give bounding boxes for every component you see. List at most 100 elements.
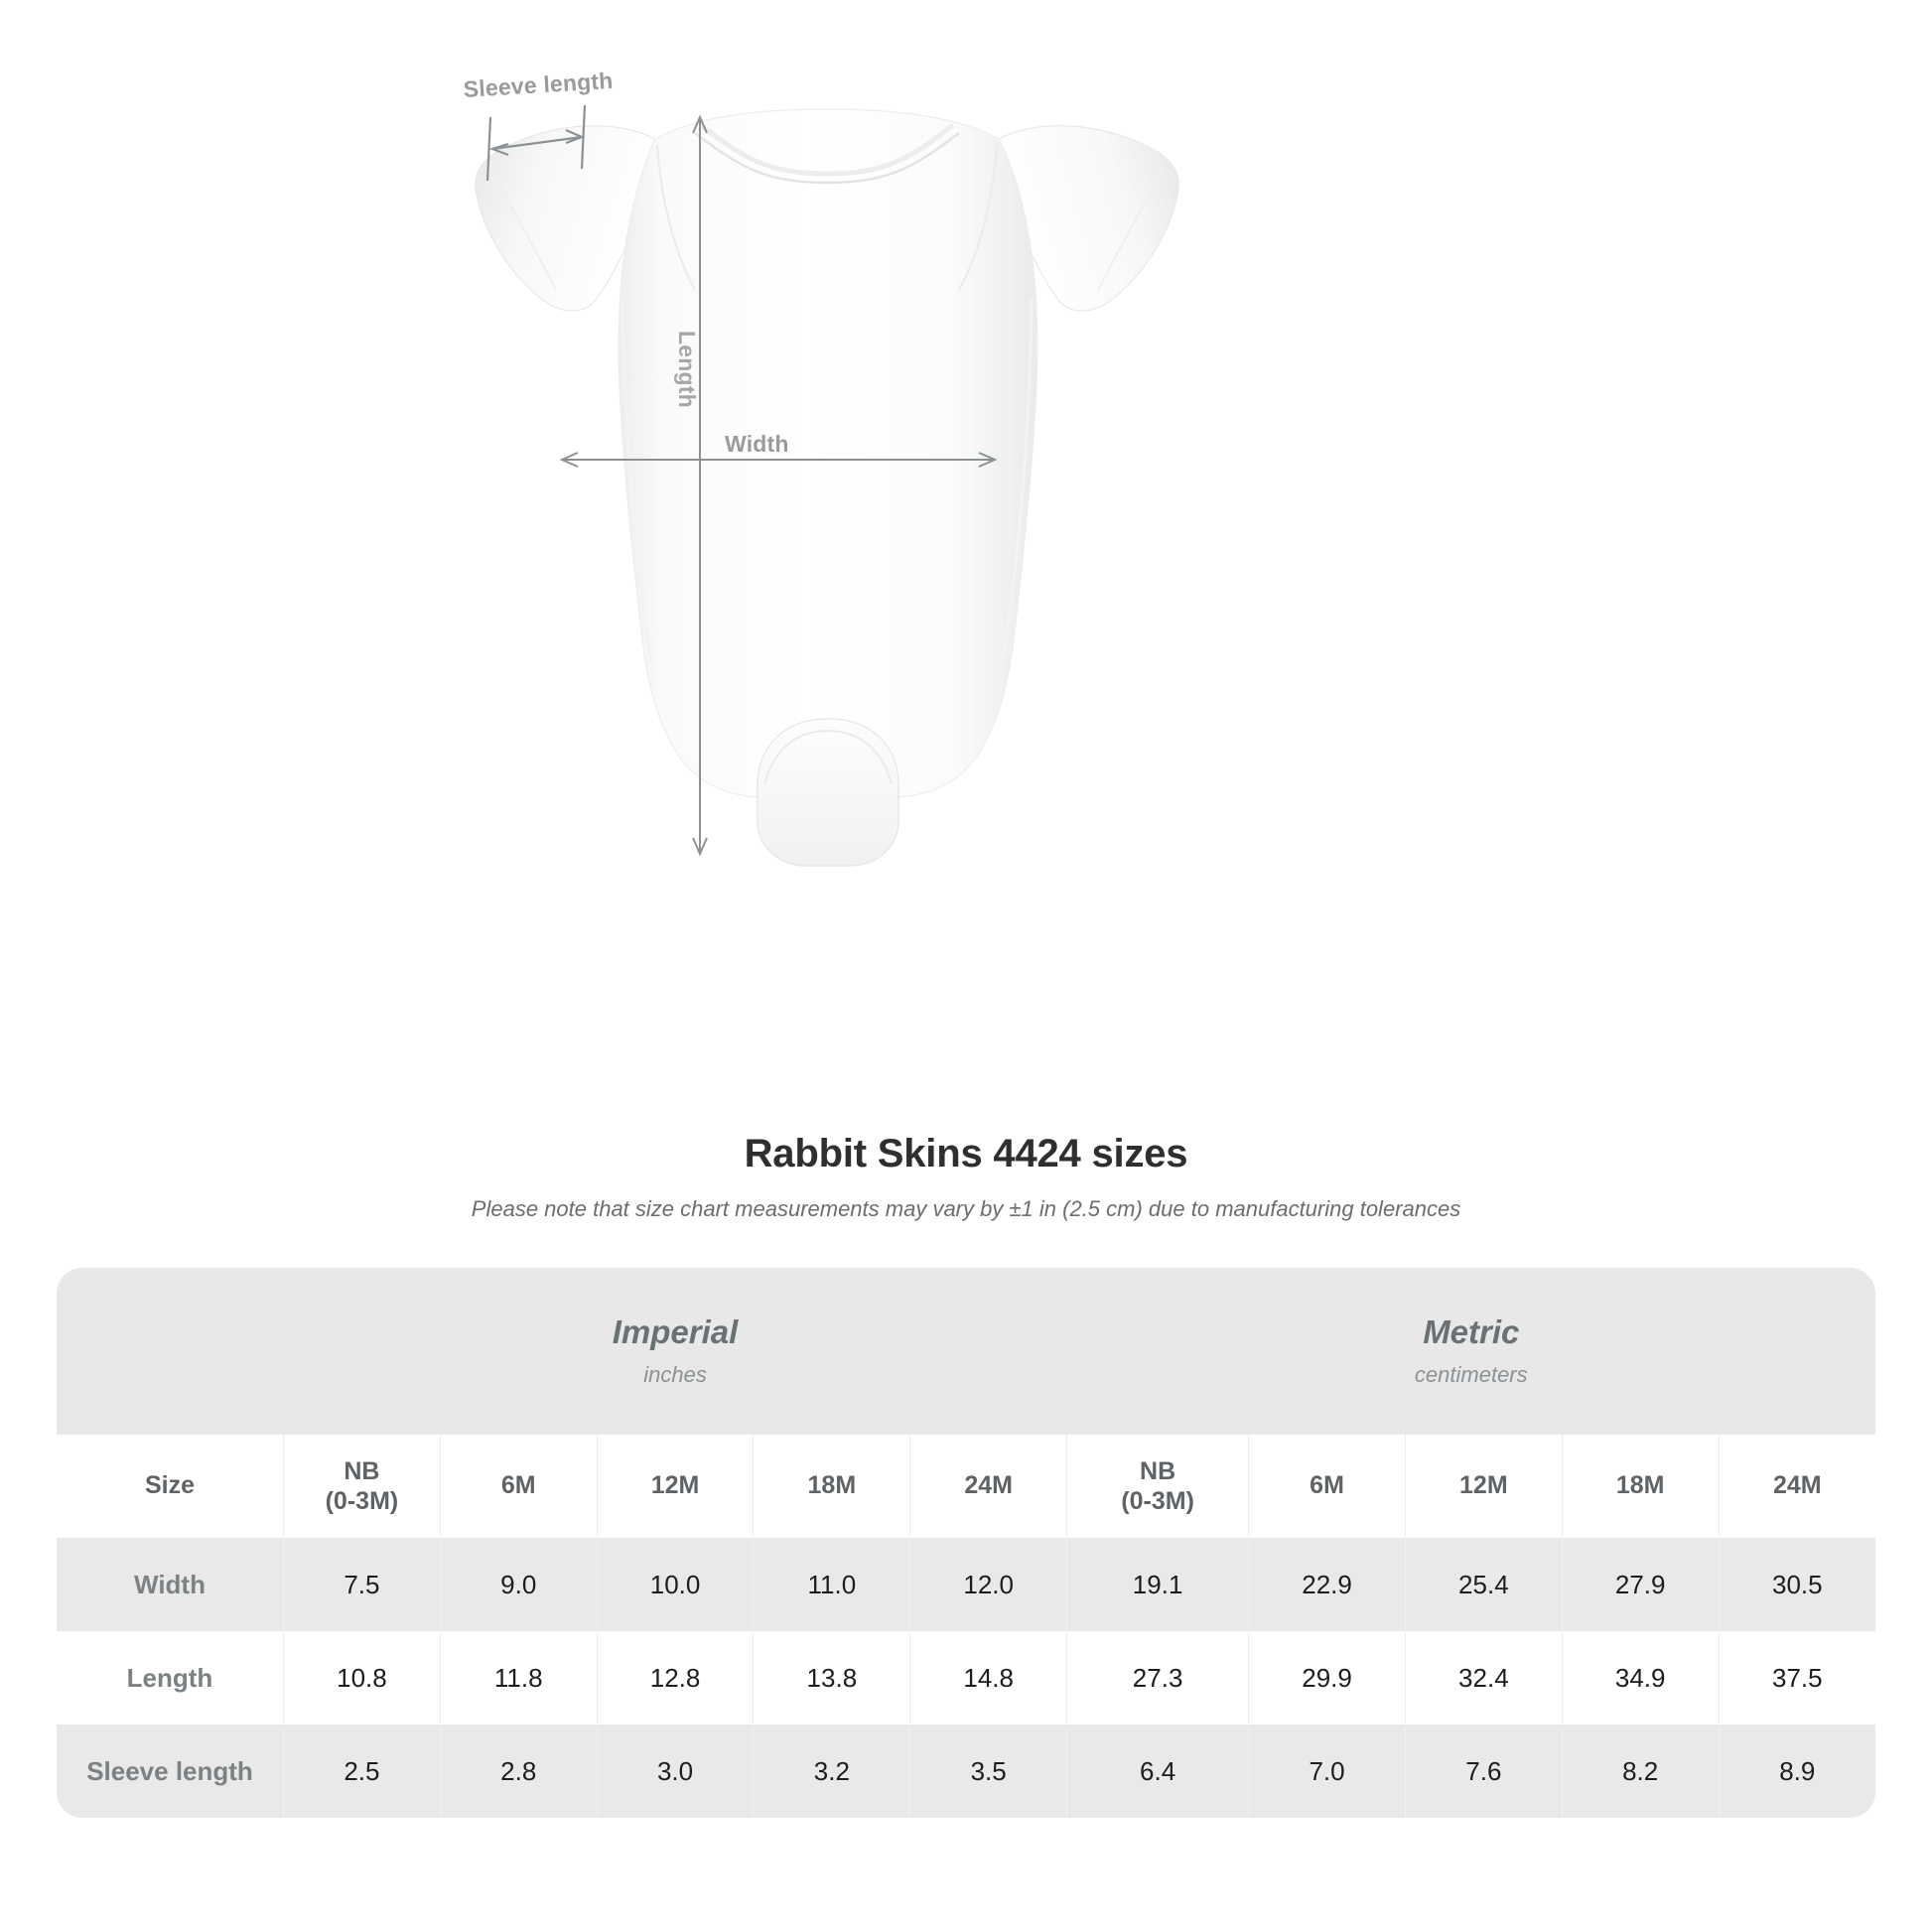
size-header-row: Size NB (0-3M) 6M 12M 18M 24M (57, 1435, 1875, 1538)
table-cell: 10.0 (597, 1538, 755, 1631)
cell-value: 3.2 (813, 1755, 850, 1786)
tolerance-note: Please note that size chart measurements… (471, 1196, 1461, 1221)
size-column-header-24m-imperial: 24M (909, 1435, 1068, 1538)
size-column-header-12m-imperial: 12M (597, 1435, 755, 1538)
size-chart-container: Imperial inches Metric centimeters Size … (57, 1268, 1875, 1818)
row-label-cell: Length (57, 1631, 285, 1725)
table-cell: 9.0 (440, 1538, 598, 1631)
table-row: Length 10.8 11.8 12.8 13.8 14.8 27.3 29.… (57, 1631, 1875, 1725)
cell-value: 27.9 (1614, 1569, 1666, 1599)
table-cell: 27.9 (1562, 1538, 1720, 1631)
measurement-guides (485, 104, 998, 857)
size-column-header-6m-metric: 6M (1248, 1435, 1406, 1538)
size-column-main: 6M (1310, 1471, 1344, 1500)
table-cell: 11.0 (753, 1538, 911, 1631)
unit-group-metric-sub: centimeters (1414, 1362, 1528, 1388)
size-column-sub: (0-3M) (1121, 1487, 1194, 1516)
table-cell: 32.4 (1405, 1631, 1563, 1725)
cell-value: 11.8 (493, 1662, 543, 1693)
table-cell: 8.2 (1562, 1725, 1720, 1818)
table-cell: 29.9 (1248, 1631, 1406, 1725)
size-header-label: Size (144, 1471, 196, 1500)
size-column-main: NB (1140, 1456, 1176, 1485)
table-cell: 12.0 (909, 1538, 1068, 1631)
table-cell: 10.8 (283, 1631, 441, 1725)
table-cell: 3.0 (597, 1725, 755, 1818)
width-arrowhead-right (978, 452, 998, 468)
table-cell: 13.8 (753, 1631, 911, 1725)
table-cell: 19.1 (1066, 1538, 1250, 1631)
length-arrowhead-bottom (692, 837, 708, 857)
unit-group-imperial-name: Imperial (612, 1312, 739, 1350)
row-label: Width (134, 1569, 206, 1599)
table-cell: 3.5 (909, 1725, 1068, 1818)
cell-value: 9.0 (500, 1569, 537, 1599)
cell-value: 7.0 (1309, 1755, 1345, 1786)
size-column-main: 18M (807, 1471, 857, 1500)
size-column-header-nb-imperial: NB (0-3M) (283, 1435, 441, 1538)
row-label-cell: Width (57, 1538, 285, 1631)
row-label: Length (126, 1662, 213, 1693)
table-cell: 25.4 (1405, 1538, 1563, 1631)
width-arrowhead-left (559, 452, 579, 468)
table-cell: 7.6 (1405, 1725, 1563, 1818)
cell-value: 2.5 (344, 1755, 380, 1786)
sleeve-arrowhead-left (488, 142, 509, 157)
table-cell: 8.9 (1719, 1725, 1875, 1818)
size-column-header-18m-metric: 18M (1562, 1435, 1720, 1538)
width-annotation: Width (725, 431, 789, 457)
size-column-header-nb-metric: NB (0-3M) (1066, 1435, 1250, 1538)
size-column-main: 12M (1459, 1471, 1508, 1500)
table-cell: 11.8 (440, 1631, 598, 1725)
size-column-sub: (0-3M) (325, 1487, 399, 1516)
cell-value: 25.4 (1458, 1569, 1509, 1599)
length-annotation: Length (674, 331, 700, 408)
table-cell: 12.8 (597, 1631, 755, 1725)
table-cell: 14.8 (909, 1631, 1068, 1725)
cell-value: 12.8 (649, 1662, 701, 1693)
table-cell: 6.4 (1066, 1725, 1250, 1818)
cell-value: 19.1 (1132, 1569, 1183, 1599)
unit-banner-corner (57, 1268, 284, 1435)
row-label: Sleeve length (86, 1755, 253, 1786)
unit-group-imperial: Imperial inches (283, 1268, 1067, 1435)
table-cell: 27.3 (1066, 1631, 1250, 1725)
cell-value: 13.8 (806, 1662, 858, 1693)
size-column-main: 6M (500, 1471, 536, 1500)
size-column-main: 24M (964, 1471, 1013, 1500)
unit-group-metric-name: Metric (1423, 1312, 1520, 1350)
size-column-header-18m-imperial: 18M (753, 1435, 911, 1538)
table-cell: 2.5 (283, 1725, 441, 1818)
cell-value: 14.8 (963, 1662, 1014, 1693)
cell-value: 8.2 (1622, 1755, 1659, 1786)
cell-value: 22.9 (1302, 1569, 1352, 1599)
cell-value: 27.3 (1132, 1662, 1183, 1693)
cell-value: 34.9 (1614, 1662, 1666, 1693)
cell-value: 30.5 (1771, 1569, 1823, 1599)
cell-value: 12.0 (963, 1569, 1014, 1599)
sleeve-arrowhead-right (565, 128, 585, 145)
cell-value: 10.8 (337, 1662, 387, 1693)
unit-group-imperial-sub: inches (643, 1362, 707, 1388)
size-column-main: 18M (1615, 1471, 1665, 1500)
table-cell: 2.8 (440, 1725, 598, 1818)
table-cell: 34.9 (1562, 1631, 1720, 1725)
unit-banner-row: Imperial inches Metric centimeters (57, 1268, 1875, 1435)
cell-value: 2.8 (500, 1755, 537, 1786)
sleeve-arrow-line (491, 135, 583, 151)
unit-group-metric: Metric centimeters (1066, 1268, 1875, 1435)
title-block: Rabbit Skins 4424 sizes Please note that… (0, 1132, 1932, 1222)
garment-illustration: Sleeve length Width Length (463, 68, 1179, 867)
length-arrowhead-top (692, 114, 708, 134)
cell-value: 6.4 (1140, 1755, 1176, 1786)
page-title: Rabbit Skins 4424 sizes (744, 1132, 1188, 1175)
cell-value: 37.5 (1771, 1662, 1823, 1693)
cell-value: 10.0 (649, 1569, 701, 1599)
cell-value: 29.9 (1302, 1662, 1352, 1693)
size-chart-table: Imperial inches Metric centimeters Size … (57, 1268, 1875, 1818)
table-cell: 7.0 (1248, 1725, 1406, 1818)
size-column-header-6m-imperial: 6M (440, 1435, 598, 1538)
table-cell: 7.5 (283, 1538, 441, 1631)
table-cell: 30.5 (1719, 1538, 1875, 1631)
cell-value: 8.9 (1779, 1755, 1816, 1786)
